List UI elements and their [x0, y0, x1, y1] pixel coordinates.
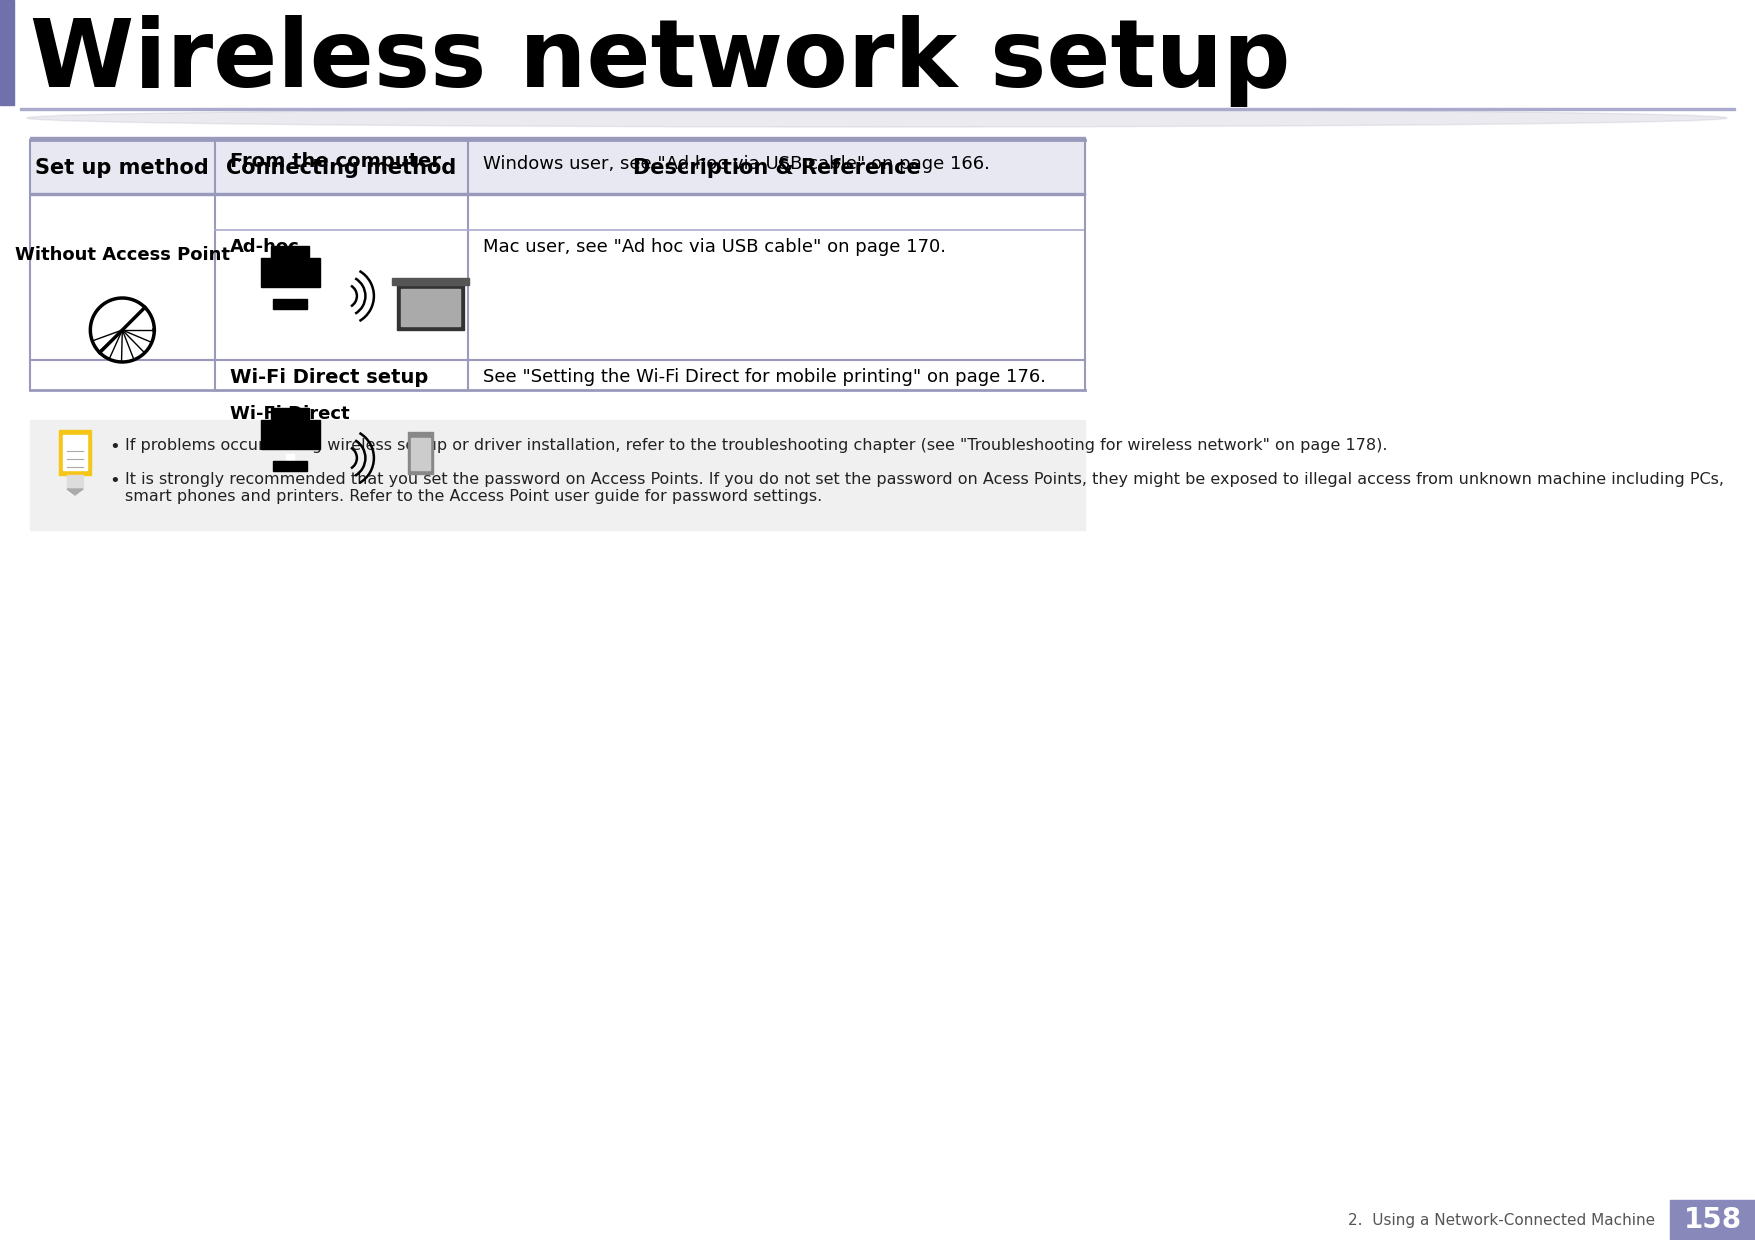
Bar [19, 108, 1736, 110]
Text: 158: 158 [1683, 1207, 1741, 1234]
Bar [270, 408, 309, 420]
Text: •: • [111, 472, 126, 490]
Text: Connecting method: Connecting method [226, 157, 456, 177]
Bar [30, 195, 1085, 391]
Bar [60, 430, 91, 475]
Text: From the computer: From the computer [230, 153, 441, 171]
Bar [67, 475, 82, 489]
Bar [286, 291, 295, 298]
Text: Wi-Fi Direct setup: Wi-Fi Direct setup [230, 368, 428, 387]
Bar [407, 432, 433, 474]
Bar [397, 285, 463, 330]
Text: It is strongly recommended that you set the password on Access Points. If you do: It is strongly recommended that you set … [125, 472, 1723, 505]
Bar [274, 299, 307, 309]
Bar [30, 140, 1085, 195]
Text: Without Access Point: Without Access Point [14, 246, 230, 264]
Text: Wi-Fi Direct: Wi-Fi Direct [230, 405, 349, 423]
Bar [261, 420, 319, 449]
Bar [270, 246, 309, 258]
Bar [261, 258, 319, 286]
Bar [30, 420, 1085, 529]
Text: Mac user, see "Ad hoc via USB cable" on page 170.: Mac user, see "Ad hoc via USB cable" on … [483, 238, 946, 255]
Text: Windows user, see "Ad hoc via USB cable" on page 166.: Windows user, see "Ad hoc via USB cable"… [483, 155, 990, 174]
Bar [411, 438, 430, 470]
Text: Wireless network setup: Wireless network setup [30, 15, 1290, 107]
Text: See "Setting the Wi-Fi Direct for mobile printing" on page 176.: See "Setting the Wi-Fi Direct for mobile… [483, 368, 1046, 386]
Text: Ad-hoc: Ad-hoc [230, 238, 300, 255]
Bar [30, 136, 1085, 140]
Polygon shape [90, 298, 154, 362]
Bar [1671, 1200, 1755, 1240]
Text: 2.  Using a Network-Connected Machine: 2. Using a Network-Connected Machine [1348, 1213, 1655, 1228]
Bar [30, 193, 1085, 195]
Bar [286, 454, 295, 459]
Bar [0, 0, 14, 105]
Bar [63, 435, 88, 470]
Text: Description & Reference: Description & Reference [632, 157, 920, 177]
Text: If problems occur during wireless set up or driver installation, refer to the tr: If problems occur during wireless set up… [125, 438, 1388, 453]
Text: Set up method: Set up method [35, 157, 209, 177]
Text: •: • [111, 438, 126, 456]
Ellipse shape [26, 109, 1727, 126]
Bar [400, 289, 460, 326]
Bar [274, 461, 307, 471]
Polygon shape [67, 489, 82, 495]
Bar [391, 278, 469, 285]
